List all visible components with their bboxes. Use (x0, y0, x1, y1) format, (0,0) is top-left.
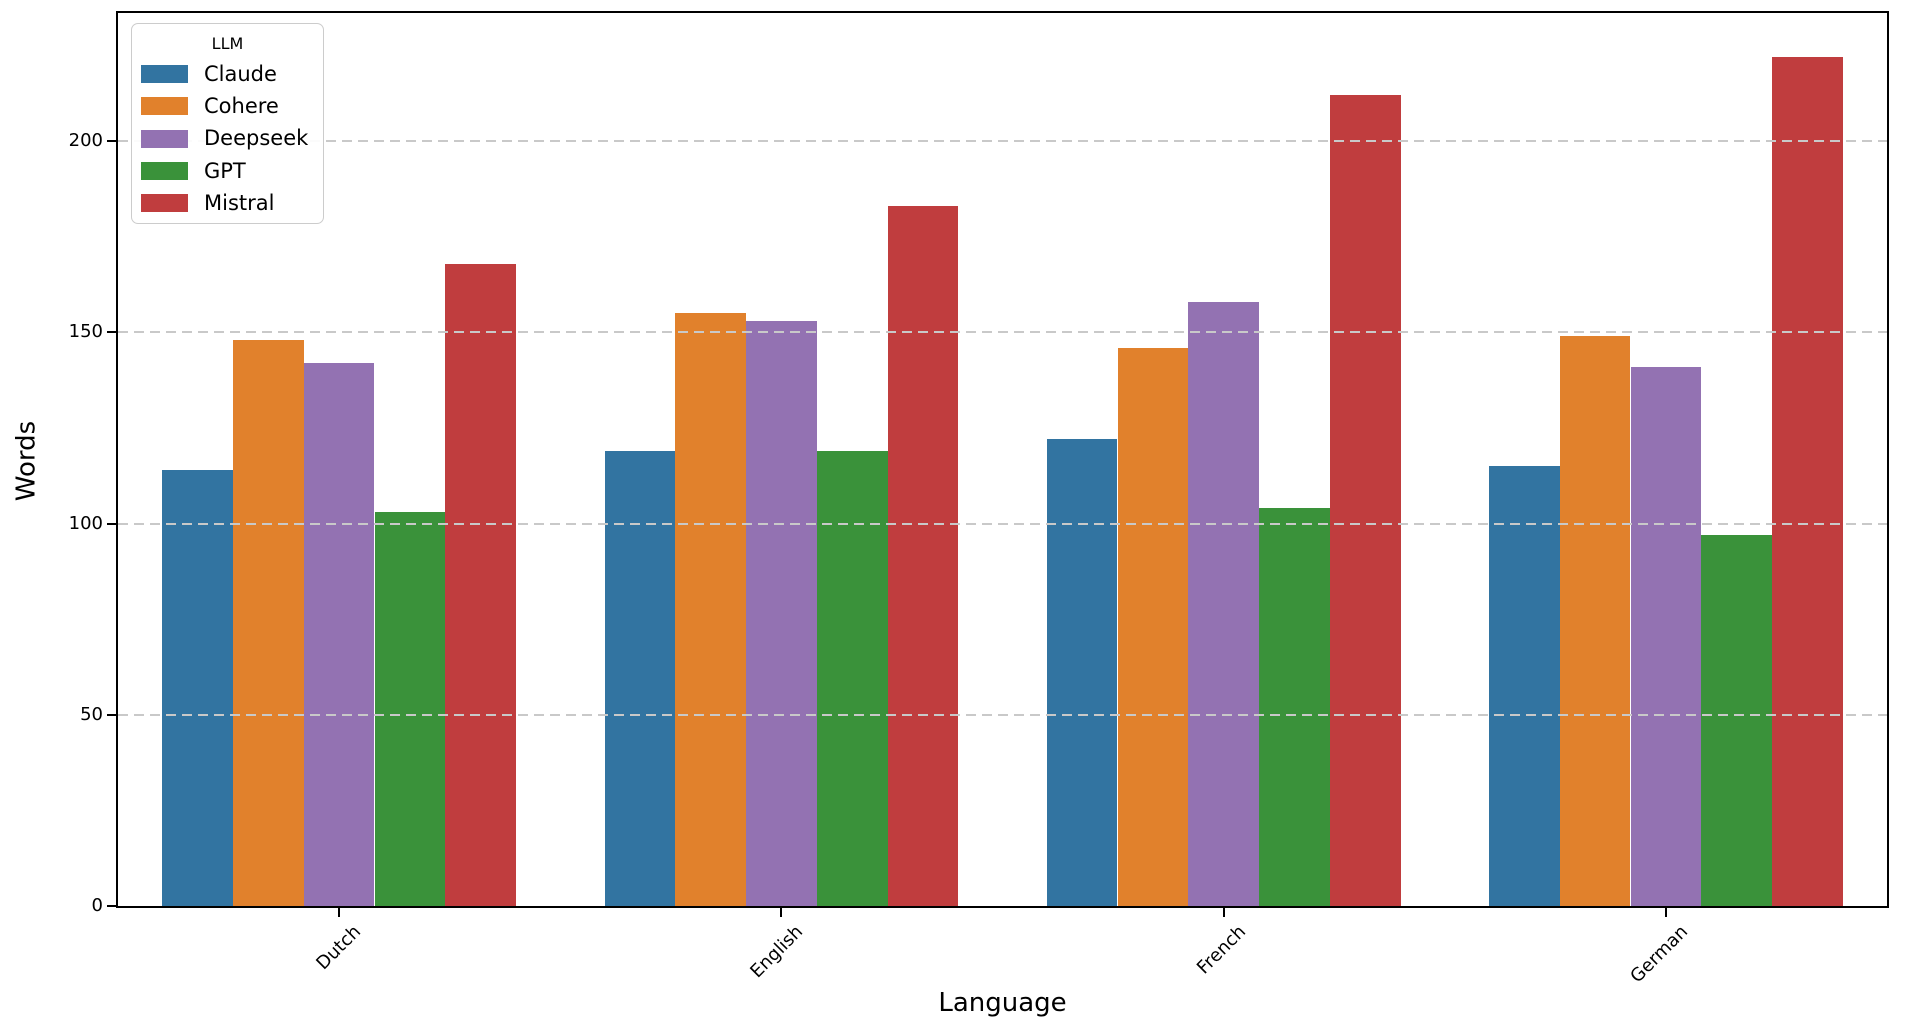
x-tick (1222, 908, 1225, 917)
legend-label: Claude (204, 61, 277, 86)
bar-mistral-dutch (445, 263, 517, 906)
legend-swatch-gpt (141, 162, 188, 181)
legend: LLM Claude Cohere Deepseek GPT Mistral (131, 23, 324, 224)
legend-label: GPT (204, 158, 246, 183)
y-tick (107, 331, 116, 334)
legend-swatch-cohere (141, 97, 188, 116)
x-axis-label: Language (938, 988, 1067, 1018)
x-tick (780, 908, 783, 917)
y-tick-label: 200 (68, 130, 103, 152)
y-tick (107, 905, 116, 907)
y-axis-label: Words (11, 420, 42, 502)
y-tick-label: 150 (68, 321, 103, 343)
bar-mistral-english (887, 206, 959, 906)
legend-label: Cohere (204, 93, 279, 118)
bar-deepseek-french (1188, 301, 1259, 906)
x-tick-label: French (1192, 921, 1250, 979)
bar-deepseek-german (1630, 366, 1702, 906)
legend-item-claude: Claude (132, 58, 323, 90)
legend-title: LLM (211, 34, 244, 53)
y-gridline-50 (118, 713, 1887, 716)
y-tick-label: 50 (80, 703, 103, 725)
legend-swatch-mistral (141, 194, 188, 213)
bar-claude-german (1489, 466, 1560, 906)
y-tick-label: 100 (68, 512, 103, 534)
bar-gpt-german (1701, 535, 1773, 906)
y-tick (107, 140, 116, 143)
y-gridline-150 (118, 331, 1887, 334)
x-tick (338, 908, 341, 917)
legend-item-deepseek: Deepseek (132, 123, 323, 155)
bar-gpt-english (816, 450, 888, 906)
legend-item-cohere: Cohere (132, 90, 323, 122)
bar-cohere-dutch (233, 340, 304, 906)
bar-gpt-french (1259, 508, 1330, 906)
y-gridline-200 (118, 140, 1887, 143)
y-tick-label: 0 (91, 895, 103, 916)
bar-deepseek-english (746, 320, 817, 906)
bar-claude-english (604, 450, 676, 906)
legend-swatch-claude (141, 65, 188, 84)
spine-left (116, 13, 118, 908)
x-tick-label: Dutch (312, 921, 366, 975)
legend-items: Claude Cohere Deepseek GPT Mistral (132, 58, 323, 219)
plot-area: Dutch English French German 0 50 100 150 200 (69, 11, 1889, 987)
y-gridline-100 (118, 522, 1887, 525)
bar-cohere-english (675, 313, 746, 906)
spine-top (116, 11, 1889, 13)
x-tick-label: English (746, 921, 808, 983)
x-tick (1664, 908, 1667, 917)
bar-cohere-french (1117, 347, 1189, 906)
spine-right (1887, 13, 1889, 908)
bar-claude-dutch (162, 470, 233, 906)
bar-deepseek-dutch (303, 362, 375, 906)
legend-label: Mistral (204, 190, 275, 215)
bar-cohere-german (1559, 336, 1631, 906)
y-tick (107, 522, 116, 525)
bar-mistral-german (1772, 57, 1843, 906)
bar-claude-french (1046, 439, 1118, 906)
spine-bottom (116, 906, 1889, 908)
bar-mistral-french (1329, 95, 1401, 906)
legend-item-gpt: GPT (132, 155, 323, 187)
x-tick-label: German (1626, 921, 1693, 988)
bar-gpt-dutch (374, 512, 446, 906)
legend-item-mistral: Mistral (132, 187, 323, 219)
y-tick (107, 713, 116, 716)
legend-swatch-deepseek (141, 129, 188, 148)
legend-label: Deepseek (204, 126, 309, 151)
